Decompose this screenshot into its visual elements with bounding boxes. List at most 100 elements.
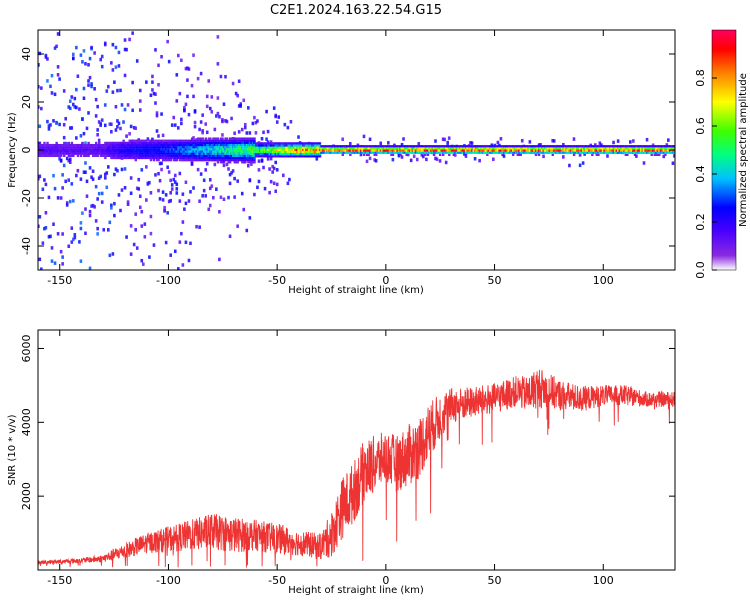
spectrogram-cell [161,139,165,142]
spectrogram-cell [516,151,519,154]
spectrogram-cell [225,143,229,147]
spectrogram-cell [119,156,122,160]
spectrogram-cell [318,144,322,147]
spectrogram-cell [218,146,221,149]
spectrogram-cell [238,148,241,151]
spectrogram-cell [228,148,232,151]
spectrogram-marks [38,31,675,270]
spectrogram-cell [206,159,209,162]
spectrogram-cell [349,153,352,156]
spectrogram-cell [245,228,249,233]
spectrogram-cell [315,150,319,154]
spectrogram-cell [233,154,236,157]
spectrogram-cell [311,144,314,147]
spectrogram-cell [238,154,241,157]
spectrogram-cell [98,146,101,149]
spectrogram-cell [136,141,139,144]
spectrogram-cell [277,146,281,149]
spectrogram-cell [376,149,379,152]
spectrogram-cell [419,147,422,150]
spectrogram-cell [393,149,396,152]
spectrogram-cell [84,207,87,211]
spectrogram-cell [203,150,206,153]
spectrogram-cell [370,149,373,152]
spectrogram-cell [583,152,586,156]
spectrogram-cell [64,143,67,147]
spectrogram-cell [134,228,137,232]
spectrogram-cell [492,151,495,154]
spectrogram-cell [586,145,589,148]
spectrogram-cell [527,147,530,150]
spectrogram-cell [285,142,288,145]
spectrogram-cell [201,137,204,140]
spectrogram-cell [254,153,258,156]
spectrogram-cell [550,151,553,154]
spectrogram-cell [317,148,320,151]
spectrogram-cell [99,154,102,157]
spectrogram-cell [61,143,64,147]
spectrogram-cell [190,146,194,149]
spectrogram-cell [190,83,194,88]
spectrogram-cell [130,143,133,147]
spectrogram-cell [265,153,268,156]
spectrogram-cell [190,150,194,153]
spectrogram-cell [403,145,407,148]
spectrogram-cell [206,139,209,142]
spectrogram-cell [250,137,253,140]
spectrogram-cell [373,145,376,148]
spectrogram-cell [123,156,127,160]
spectrogram-cell [166,159,169,162]
spectrogram-cell [53,46,57,50]
spectrogram-cell [180,156,183,160]
spectrogram-cell [262,146,265,149]
spectrogram-cell [332,149,335,152]
spectrogram-cell [451,147,454,150]
spectrogram-cell [639,149,643,152]
spectrogram-cell [280,153,284,156]
spectrogram-cell [189,150,192,153]
spectrogram-cell [454,147,457,150]
spectrogram-cell [253,156,256,160]
spectrogram-cell [515,145,518,148]
spectrogram-cell [213,162,217,167]
spectrogram-cell [213,146,217,149]
spectrogram-cell [279,146,282,149]
spectrogram-cell [60,143,63,147]
spectrogram-cell [292,150,296,154]
spectrogram-cell [367,145,370,148]
spectrogram-cell [212,154,215,157]
spectrogram-cell [198,150,201,153]
spectrogram-cell [186,146,189,149]
spectrogram-cell [208,186,212,191]
spectrogram-cell [62,89,66,93]
spectrogram-cell [253,143,256,147]
spectrogram-cell [440,147,443,150]
spectrogram-cell [164,240,168,245]
spectrogram-cell [227,156,230,160]
spectrogram-cell [254,131,258,135]
spectrogram-cell [472,149,475,152]
spectrogram-cell [81,152,84,155]
spectrogram-cell [97,191,101,196]
spectrogram-cell [248,178,252,183]
spectrogram-cell [585,149,588,152]
spectrogram-cell [582,147,585,150]
spectrogram-cell [160,139,163,142]
spectrogram-cell [242,150,246,153]
spectrogram-cell [478,158,481,163]
spectrogram-cell [524,145,527,148]
spectrogram-cell [235,161,238,164]
spectrogram-cell [295,146,299,149]
spectrogram-cell [75,136,78,140]
spectrogram-cell [114,156,118,160]
spectrogram-cell [460,149,463,152]
spectrogram-cell [563,151,567,154]
spectrogram-cell [668,145,672,148]
spectrogram-cell [151,143,154,147]
spectrogram-cell [196,150,200,153]
spectrogram-cell [210,143,214,147]
spectrogram-cell [472,151,475,154]
spectrogram-cell [531,151,535,154]
spectrogram-cell [487,145,491,148]
spectrogram-cell [178,143,182,147]
